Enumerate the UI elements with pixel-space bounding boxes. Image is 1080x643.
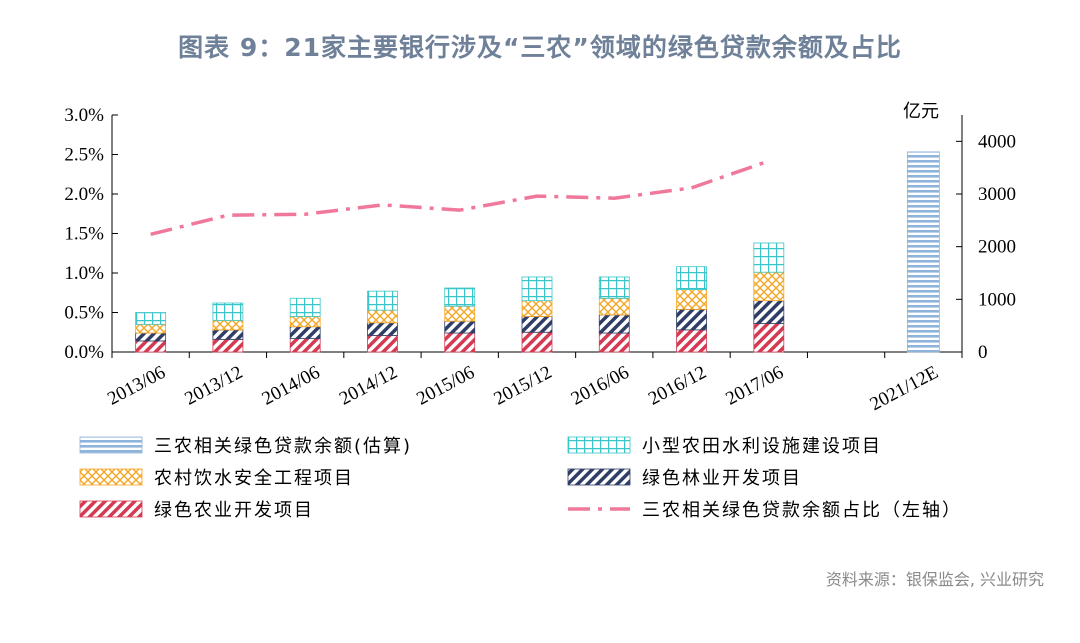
bar-segment: [135, 312, 167, 325]
bar-segment: [444, 320, 476, 334]
legend-label: 三农相关绿色贷款余额(估算): [154, 436, 412, 457]
legend-item: 三农相关绿色贷款余额(估算): [79, 436, 412, 457]
bar-segment: [598, 332, 630, 353]
bar-segment: [212, 319, 244, 331]
legend-swatch: [567, 436, 631, 454]
legend-swatch: [567, 468, 631, 486]
x-tick-label: 2015/12: [490, 362, 555, 410]
x-tick-label: 2017/06: [722, 362, 787, 410]
left-tick-label: 1.0%: [64, 263, 104, 284]
bar-segment: [676, 289, 707, 310]
legend-item: 农村饮水安全工程项目: [79, 468, 354, 489]
bar-segment: [212, 329, 244, 340]
legend-swatch: [79, 500, 143, 518]
source-note: 资料来源：银保监会, 兴业研究: [825, 570, 1044, 589]
bar-segment: [289, 338, 321, 353]
x-tick-label: 2013/06: [104, 362, 169, 410]
legend-item: 绿色林业开发项目: [567, 468, 802, 489]
bar-segment: [598, 276, 630, 299]
legend-swatch: [79, 436, 143, 454]
right-tick-label: 1000: [978, 289, 1016, 310]
bar-segment: [367, 290, 398, 311]
legend-label: 农村饮水安全工程项目: [154, 468, 354, 489]
chart-title: 图表 9：21家主要银行涉及“三农”领域的绿色贷款余额及占比: [178, 33, 902, 62]
ratio-line-path: [150, 159, 770, 236]
legend-swatch: [79, 468, 143, 486]
right-tick-label: 2000: [978, 237, 1016, 258]
legend-label: 绿色林业开发项目: [642, 468, 802, 489]
left-tick-label: 2.0%: [64, 184, 104, 205]
bar-segment: [676, 266, 707, 290]
bar-segment: [444, 332, 476, 353]
bar-segment: [521, 316, 553, 333]
x-tick-label: 2016/06: [568, 362, 633, 410]
legend-item: 绿色农业开发项目: [79, 500, 314, 521]
bar-segment: [598, 297, 630, 316]
bar-segment: [676, 329, 707, 353]
x-tick-label: 2015/06: [413, 362, 478, 410]
bar-segment: [521, 276, 553, 302]
legend-label: 绿色农业开发项目: [154, 500, 314, 521]
x-tick-label: 2013/12: [181, 362, 246, 410]
bar-segment: [444, 287, 476, 307]
bar-segment: [753, 323, 785, 353]
bar-segment: [367, 309, 398, 324]
bar-segment: [521, 300, 553, 317]
right-tick-label: 0: [978, 342, 988, 363]
x-tick-label: 2016/12: [645, 362, 710, 410]
bar-segment: [289, 316, 321, 328]
legend-label: 三农相关绿色贷款余额占比（左轴）: [642, 500, 962, 521]
left-tick-label: 2.5%: [64, 145, 104, 166]
bar-segment: [289, 326, 321, 339]
bar-segment: [212, 338, 244, 353]
bar-segment: [212, 302, 244, 321]
bar-segment: [598, 314, 630, 334]
bar-segment: [444, 305, 476, 322]
ratio-line: [150, 159, 770, 236]
tick-labels: 0.0% 0.5% 1.0% 1.5% 2.0% 2.5% 3.0% 0 1000 2000 300…: [64, 105, 1016, 415]
bar-segment: [289, 297, 321, 317]
bar-segment: [135, 340, 167, 353]
bar-segment: [753, 242, 785, 273]
bar-segment: [135, 332, 167, 342]
x-tick-label: 2021/12E: [867, 362, 942, 415]
right-tick-label: 4000: [978, 131, 1016, 152]
bar-segment: [367, 322, 398, 336]
right-tick-label: 3000: [978, 184, 1016, 205]
bar-segment: [367, 335, 398, 353]
bar-segment: [521, 331, 553, 353]
x-tick-label: 2014/06: [259, 362, 324, 410]
legend-item: 三农相关绿色贷款余额占比（左轴）: [568, 500, 962, 521]
left-tick-label: 3.0%: [64, 105, 104, 126]
left-tick-label: 0.5%: [64, 303, 104, 324]
legend-label: 小型农田水利设施建设项目: [642, 436, 882, 457]
left-tick-label: 1.5%: [64, 224, 104, 245]
bar-segment: [753, 300, 785, 324]
bar-segment: [753, 271, 785, 302]
legend-item: 小型农田水利设施建设项目: [567, 436, 882, 457]
estimate-bar: [906, 151, 940, 353]
x-tick-label: 2014/12: [336, 362, 401, 410]
bar-segment: [676, 308, 707, 331]
right-axis-unit: 亿元: [903, 101, 939, 122]
bars: [135, 151, 940, 353]
bar-segment: [135, 323, 167, 334]
left-tick-label: 0.0%: [64, 342, 104, 363]
